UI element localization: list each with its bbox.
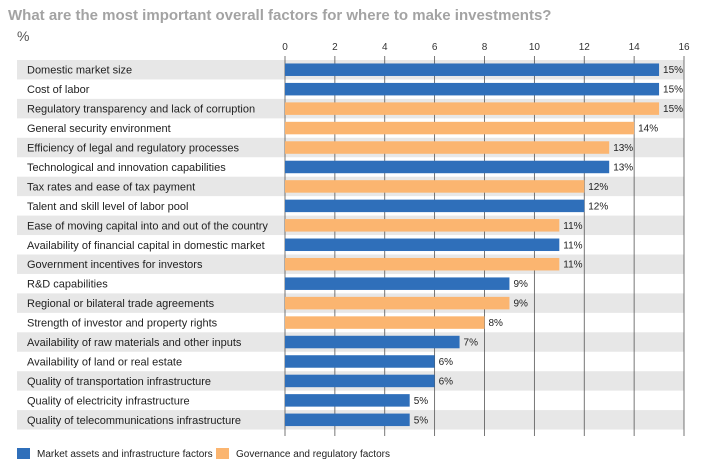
value-labels: 15% 15% 15% 14% 13% 13% 12% 12% 11% 11% 11% 9% 9% 8% 7… xyxy=(414,65,683,426)
data-label: 12% xyxy=(588,201,608,212)
category-label: Availability of land or real estate xyxy=(27,356,182,368)
bar xyxy=(285,141,610,154)
bar xyxy=(285,335,460,349)
data-label: 13% xyxy=(613,143,633,154)
data-label: 11% xyxy=(563,240,582,251)
legend-swatch xyxy=(17,448,30,459)
category-label: Government incentives for investors xyxy=(27,259,203,271)
data-label: 5% xyxy=(414,396,429,407)
legend: Market assets and infrastructure factors… xyxy=(17,448,390,460)
x-tick-label: 10 xyxy=(529,42,541,53)
category-label: Regulatory transparency and lack of corr… xyxy=(27,104,255,116)
x-tick-label: 16 xyxy=(678,42,690,53)
x-tick-label: 14 xyxy=(629,42,641,53)
data-label: 6% xyxy=(439,376,454,387)
bars xyxy=(285,63,660,427)
bar xyxy=(285,277,510,290)
bar xyxy=(285,238,560,252)
category-label: Tax rates and ease of tax payment xyxy=(27,181,195,193)
data-label: 15% xyxy=(663,85,683,96)
category-label: Cost of labor xyxy=(27,84,90,96)
bar xyxy=(285,121,635,135)
category-label: Availability of financial capital in dom… xyxy=(27,240,265,252)
bar xyxy=(285,63,660,76)
x-axis-ticks: 0 2 4 6 8 10 12 14 16 xyxy=(282,42,690,53)
bar xyxy=(285,257,560,271)
data-label: 13% xyxy=(613,162,633,173)
bar xyxy=(285,102,660,115)
category-label: General security environment xyxy=(27,123,171,135)
data-label: 14% xyxy=(638,124,658,135)
data-label: 15% xyxy=(663,104,683,115)
bar xyxy=(285,180,585,193)
bar xyxy=(285,219,560,232)
data-label: 8% xyxy=(489,318,504,329)
data-label: 9% xyxy=(513,279,528,290)
category-label: Availability of raw materials and other … xyxy=(27,337,242,349)
category-label: R&D capabilities xyxy=(27,279,108,291)
category-label: Talent and skill level of labor pool xyxy=(27,201,188,213)
bar xyxy=(285,394,410,407)
bar xyxy=(285,355,435,368)
data-label: 7% xyxy=(464,338,479,349)
x-tick-label: 12 xyxy=(579,42,591,53)
category-label: Regional or bilateral trade agreements xyxy=(27,298,215,310)
data-label: 6% xyxy=(439,357,454,368)
category-label: Quality of telecommunications infrastruc… xyxy=(27,415,241,427)
category-label: Strength of investor and property rights xyxy=(27,318,218,330)
data-label: 15% xyxy=(663,65,683,76)
bar xyxy=(285,316,485,329)
category-labels: Domestic market size Cost of labor Regulat… xyxy=(27,65,268,427)
data-label: 9% xyxy=(513,299,528,310)
data-label: 11% xyxy=(563,221,582,232)
chart-title: What are the most important overall fact… xyxy=(8,7,551,24)
legend-swatch xyxy=(216,448,229,459)
category-label: Quality of electricity infrastructure xyxy=(27,395,190,407)
bar xyxy=(285,296,510,310)
bar xyxy=(285,413,410,427)
unit-label: % xyxy=(17,28,29,44)
x-tick-label: 6 xyxy=(432,42,438,53)
category-label: Ease of moving capital into and out of t… xyxy=(27,220,268,232)
data-label: 11% xyxy=(563,260,582,271)
data-label: 12% xyxy=(588,182,608,193)
x-tick-label: 0 xyxy=(282,42,288,53)
x-tick-label: 4 xyxy=(382,42,388,53)
legend-label: Market assets and infrastructure factors xyxy=(37,449,213,460)
legend-label: Governance and regulatory factors xyxy=(236,449,390,460)
category-label: Technological and innovation capabilitie… xyxy=(27,162,226,174)
x-tick-label: 2 xyxy=(332,42,338,53)
bar xyxy=(285,374,435,388)
bar xyxy=(285,160,610,174)
data-label: 5% xyxy=(414,415,429,426)
category-label: Quality of transportation infrastructure xyxy=(27,376,211,388)
category-label: Domestic market size xyxy=(27,65,132,77)
x-tick-label: 8 xyxy=(482,42,488,53)
category-label: Efficiency of legal and regulatory proce… xyxy=(27,143,239,155)
bar xyxy=(285,82,660,96)
bar xyxy=(285,199,585,213)
